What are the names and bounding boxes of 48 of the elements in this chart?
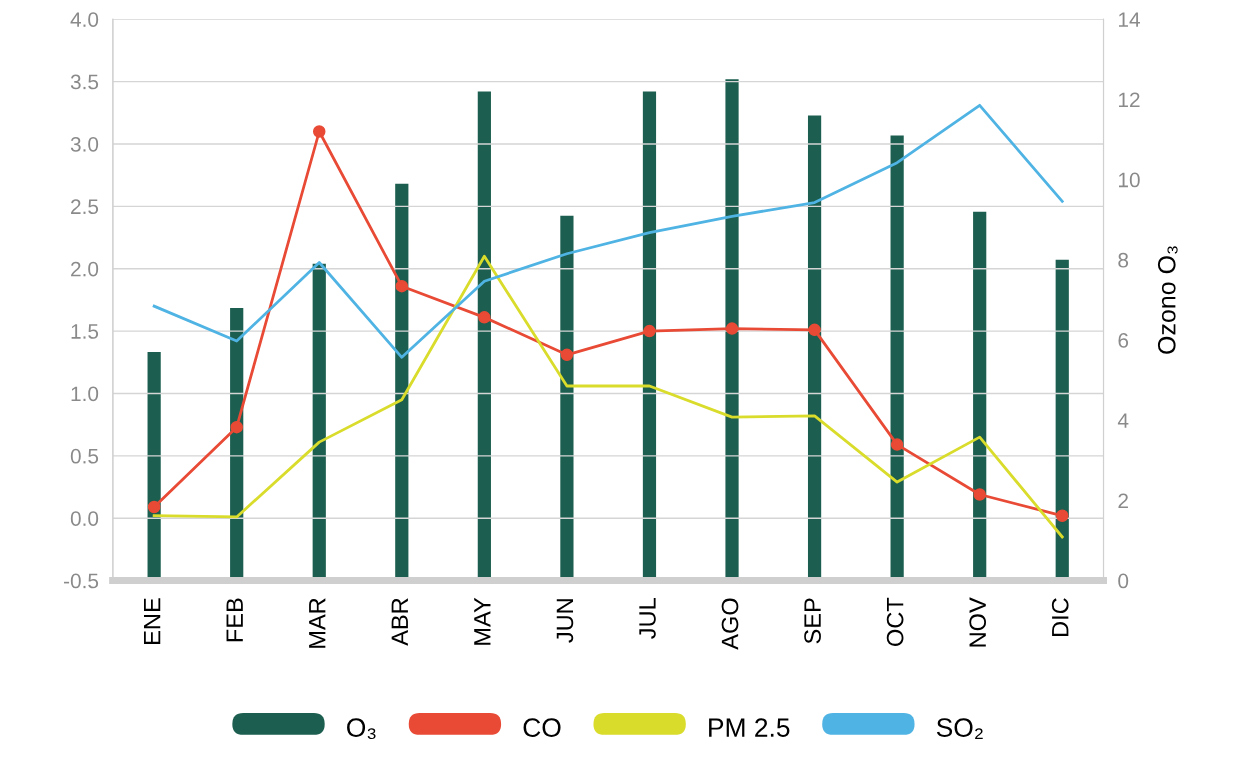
- y-tick-label: 3.5: [70, 74, 99, 90]
- y2-tick-label: 6: [1118, 333, 1129, 348]
- y2-tick-label: 14: [1119, 12, 1140, 27]
- point: [973, 488, 986, 501]
- x-tick-label: NOV: [969, 597, 987, 647]
- point: [478, 311, 491, 324]
- legend-label: O₃: [347, 718, 376, 740]
- x-tick-label: DIC: [1051, 598, 1069, 636]
- y2-tick-label: 12: [1119, 92, 1140, 107]
- y2-tick-label: 10: [1119, 172, 1140, 188]
- y-tick-label: -0.5: [64, 573, 99, 589]
- y-tick-label: 1.5: [71, 324, 99, 339]
- y2-tick-label: 2: [1118, 493, 1128, 508]
- legend-label: PM 2.5: [709, 718, 790, 737]
- line-series: [152, 103, 1064, 359]
- y2-tick-label: 4: [1117, 413, 1129, 428]
- point: [395, 279, 409, 293]
- y-tick-label: 2.0: [71, 261, 99, 277]
- y-tick-label: 3.0: [70, 136, 99, 152]
- x-tick-label: ENE: [144, 598, 161, 644]
- x-tick-label: JUL: [639, 598, 656, 639]
- legend-label: CO: [523, 718, 561, 737]
- y-tick-label: 1.0: [71, 386, 99, 402]
- x-tick-label: OCT: [886, 597, 904, 646]
- point: [808, 323, 821, 337]
- y2-tick-label: 0: [1118, 573, 1129, 589]
- x-tick-label: SEP: [804, 598, 821, 644]
- y2-axis-title: Ozono O₃: [1157, 246, 1178, 354]
- x-tick-label: AGO: [721, 598, 739, 650]
- y-tick-label: 4.0: [70, 12, 99, 27]
- x-tick-label: FEB: [226, 598, 243, 642]
- point: [230, 420, 243, 434]
- x-tick-label: ABR: [391, 598, 408, 646]
- y-tick-label: 0.0: [70, 511, 99, 526]
- point: [725, 322, 739, 335]
- y-tick-label: 0.5: [70, 448, 99, 464]
- x-tick-label: JUN: [556, 599, 574, 643]
- point: [560, 348, 574, 362]
- y-tick-label: 2.5: [71, 199, 99, 215]
- x-tick-label: MAR: [309, 598, 326, 648]
- legend-label: SO₂: [936, 718, 983, 739]
- point: [312, 125, 326, 138]
- point: [147, 500, 161, 514]
- x-tick-label: MAY: [474, 597, 491, 645]
- point: [890, 438, 904, 451]
- point: [1055, 509, 1069, 522]
- y2-tick-label: 8: [1118, 252, 1129, 268]
- point: [643, 324, 656, 338]
